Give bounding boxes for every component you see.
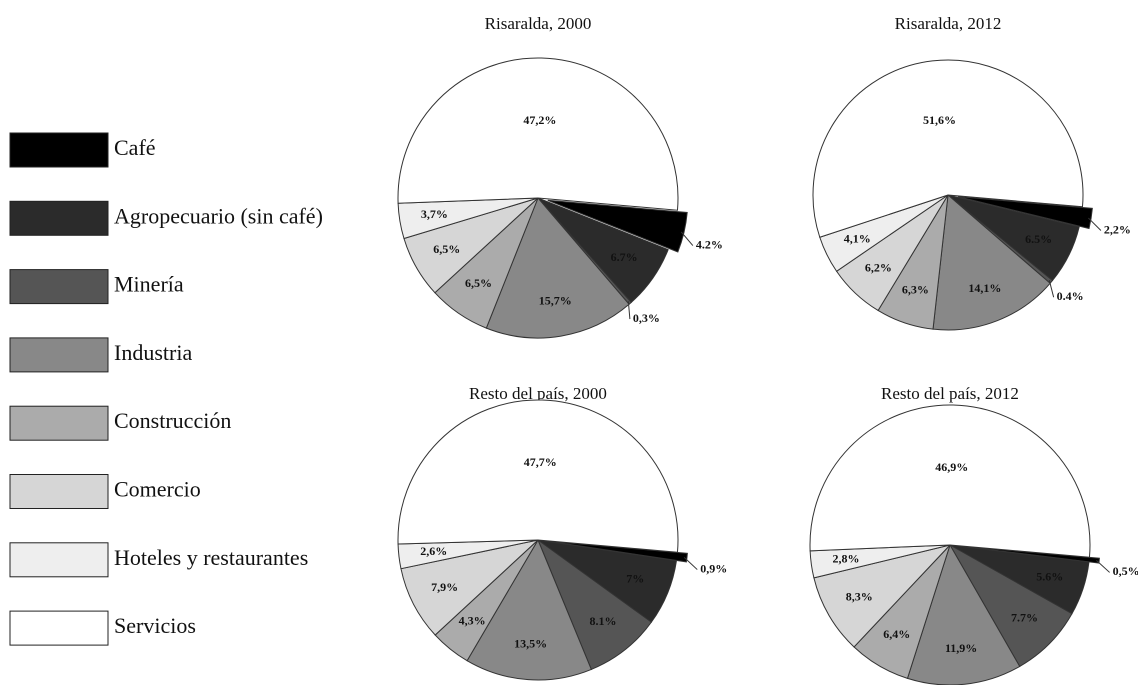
pie-slice [397,57,679,211]
pie-slice [957,196,1093,230]
legend-swatch [9,610,109,646]
value-label: 5.6% [1036,570,1063,584]
value-label: 0,5% [1113,564,1138,578]
value-label: 6,5% [433,242,460,256]
value-label: 6,4% [883,627,910,641]
value-label: 2,2% [1104,222,1131,236]
pie-slice [906,543,1021,685]
chart-title: Risaralda, 2000 [485,14,592,33]
chart-title: Risaralda, 2012 [895,14,1002,33]
legend-label: Minería [114,272,184,297]
legend-label: Servicios [114,613,196,638]
value-label: 4,1% [844,232,871,246]
leader-line [1096,560,1110,573]
leader-line [680,231,694,246]
value-label: 4,3% [459,614,486,628]
legend-label: Café [114,135,156,160]
legend-label: Industria [114,340,192,365]
chart-title: Resto del país, 2000 [469,384,607,403]
value-label: 7.7% [1011,611,1038,625]
value-label: 14,1% [968,281,1001,295]
value-label: 3,7% [421,207,448,221]
legend-swatch [9,132,109,168]
leader-line [683,556,698,570]
value-label: 6.5% [1025,232,1052,246]
legend-swatch [9,405,109,441]
pie-slice [932,194,1051,331]
value-label: 7,9% [431,580,458,594]
value-label: 46,9% [935,460,968,474]
legend-swatch [9,200,109,236]
value-label: 15,7% [539,293,572,307]
value-label: 51,6% [923,113,956,127]
pie-slice [547,199,688,253]
pie-slice [485,197,630,339]
value-label: 0,3% [633,311,660,325]
legend-label: Hoteles y restaurantes [114,545,308,570]
pie-slice [813,544,952,648]
pie-slice [466,538,592,681]
value-label: 7% [626,571,644,585]
value-label: 0,9% [700,561,727,575]
value-label: 6,5% [465,276,492,290]
value-label: 2,6% [420,544,447,558]
value-label: 6,3% [902,283,929,297]
value-label: 8,3% [846,590,873,604]
legend-swatch [9,542,109,578]
pie-slice [809,404,1091,558]
value-label: 8.1% [589,614,616,628]
legend-swatch [9,269,109,305]
leader-line [1088,217,1102,231]
value-label: 13,5% [514,636,547,650]
legend-label: Comercio [114,477,201,502]
legend-label: Construcción [114,408,231,433]
value-label: 11,9% [945,641,977,655]
value-label: 2,8% [833,551,860,565]
chart-title: Resto del país, 2012 [881,384,1019,403]
pie-slice [397,399,679,553]
value-label: 4.2% [696,237,723,251]
pie-slice [812,59,1084,238]
value-label: 47,7% [524,455,557,469]
value-label: 6,2% [865,260,892,274]
value-label: 0.4% [1057,289,1084,303]
value-label: 47,2% [523,113,556,127]
legend-swatch [9,337,109,373]
value-label: 6.7% [611,250,638,264]
legend-swatch [9,474,109,509]
legend-label: Agropecuario (sin café) [114,203,323,228]
